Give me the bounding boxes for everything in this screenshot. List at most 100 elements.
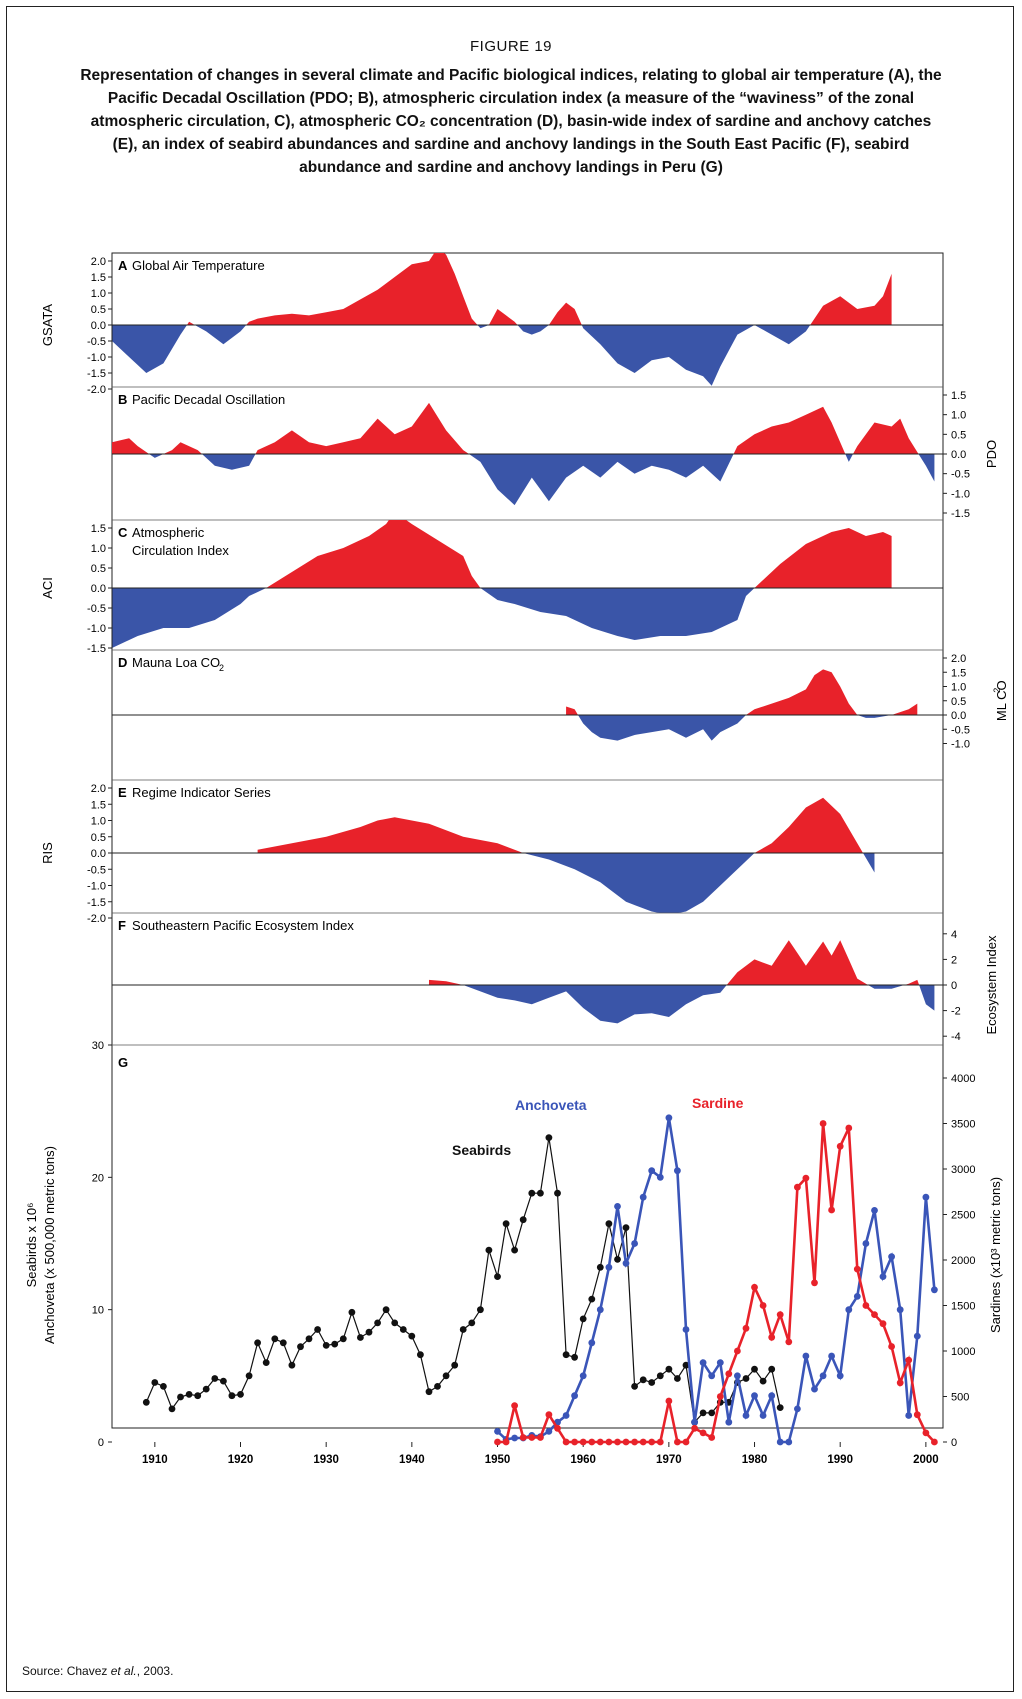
series-anchoveta — [494, 1114, 938, 1446]
data-point — [768, 1365, 776, 1373]
data-point — [768, 1333, 776, 1341]
data-point — [408, 1332, 416, 1340]
data-point — [528, 1434, 536, 1441]
data-point — [339, 1335, 347, 1343]
data-point — [708, 1434, 716, 1441]
y-tick-label: -2.0 — [87, 384, 106, 396]
data-point — [888, 1343, 895, 1350]
data-point — [759, 1412, 767, 1419]
y-tick-label: 0.5 — [91, 304, 106, 316]
y-tick-label: 2.0 — [91, 783, 106, 795]
panel-letter: B — [118, 392, 127, 407]
data-point — [922, 1429, 930, 1437]
data-point — [511, 1402, 518, 1409]
data-point — [622, 1259, 630, 1267]
data-point — [588, 1438, 596, 1446]
x-tick-label: 2000 — [913, 1454, 939, 1466]
y-tick-label: -0.5 — [87, 864, 106, 876]
data-point — [819, 1372, 827, 1380]
data-point — [845, 1124, 853, 1132]
data-point — [554, 1189, 561, 1197]
data-point — [220, 1377, 227, 1385]
data-point — [571, 1353, 578, 1361]
data-point — [853, 1265, 861, 1273]
x-tick-label: 1920 — [228, 1454, 254, 1466]
y-tick-label: 2500 — [951, 1210, 975, 1222]
source-note: Source: Chavez et al., 2003. — [22, 1664, 173, 1678]
data-point — [596, 1306, 604, 1314]
data-point — [579, 1438, 587, 1446]
positive-area — [428, 940, 935, 985]
data-point — [802, 1174, 810, 1182]
data-point — [691, 1424, 698, 1432]
data-point — [622, 1438, 630, 1446]
positive-area — [112, 402, 935, 454]
data-point — [348, 1308, 356, 1316]
data-point — [922, 1193, 930, 1201]
right-axis-label: Sardines (x10³ metric tons) — [988, 1177, 1003, 1333]
x-tick-label: 1980 — [742, 1454, 768, 1466]
data-point — [571, 1392, 578, 1400]
panel-g: G 30 20 10 0 4000 3500 3000 2500 2000 1500 1000 500 0… — [24, 1040, 1003, 1466]
data-point — [648, 1438, 656, 1446]
panel-letter: F — [118, 918, 126, 933]
data-point — [819, 1120, 827, 1127]
y-tick-label: 1.0 — [951, 682, 966, 694]
y-tick-label: 1.5 — [91, 272, 106, 284]
data-point — [905, 1412, 913, 1419]
left-axis-label: Seabirds x 10⁶ — [24, 1203, 39, 1288]
source-prefix: Source: Chavez — [22, 1664, 111, 1678]
negative-area — [112, 325, 892, 386]
data-point — [545, 1428, 553, 1435]
series-seabirds — [142, 1134, 784, 1426]
data-point — [751, 1392, 758, 1400]
data-point — [365, 1328, 373, 1336]
data-point — [699, 1359, 707, 1366]
data-point — [562, 1438, 570, 1446]
y-tick-label: -2.0 — [87, 913, 106, 925]
data-point — [665, 1365, 673, 1373]
data-point — [442, 1372, 450, 1380]
panel-letter: C — [118, 525, 128, 540]
data-point — [674, 1167, 681, 1175]
y-tick-label: 0.5 — [951, 429, 966, 441]
data-point — [297, 1343, 304, 1351]
y-tick-label: 2.0 — [951, 653, 966, 665]
data-point — [331, 1340, 339, 1348]
data-point — [614, 1256, 621, 1263]
data-point — [716, 1393, 724, 1400]
y-tick-label: 1500 — [951, 1301, 975, 1313]
panel-title: Mauna Loa CO — [132, 655, 220, 670]
y-tick-label: 3000 — [951, 1164, 975, 1176]
data-point — [579, 1372, 587, 1380]
data-point — [682, 1361, 690, 1369]
x-tick-label: 1940 — [399, 1454, 425, 1466]
data-point — [228, 1392, 236, 1400]
data-point — [776, 1404, 784, 1411]
y-tick-label: 500 — [951, 1392, 969, 1404]
data-point — [571, 1438, 578, 1446]
y-tick-label: -0.5 — [87, 603, 106, 615]
x-tick-label: 1930 — [313, 1454, 339, 1466]
y-axis-label: RIS — [40, 842, 55, 864]
y-axis-label-subscript: 2 — [992, 688, 1002, 693]
panel-title: Circulation Index — [132, 543, 229, 558]
data-point — [614, 1438, 621, 1446]
data-point — [537, 1434, 544, 1441]
data-point — [519, 1434, 527, 1441]
negative-area — [112, 588, 892, 648]
data-point — [622, 1224, 630, 1231]
data-point — [905, 1356, 913, 1364]
data-point — [425, 1388, 433, 1396]
data-point — [382, 1306, 390, 1314]
y-tick-label: 0 — [951, 1437, 957, 1449]
data-point — [631, 1438, 638, 1446]
data-point — [742, 1412, 750, 1419]
y-tick-label: 2 — [951, 954, 957, 966]
data-point — [742, 1324, 750, 1332]
data-point — [194, 1392, 202, 1400]
y-tick-label: 3500 — [951, 1119, 975, 1131]
y-tick-label: -2 — [951, 1006, 961, 1018]
y-tick-label: 1.5 — [951, 390, 966, 402]
data-point — [639, 1438, 647, 1446]
